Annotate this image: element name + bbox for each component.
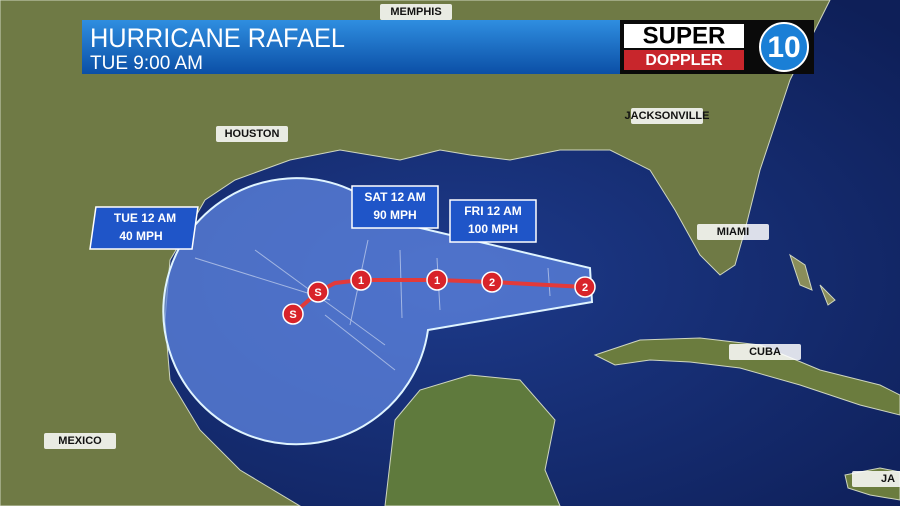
header: HURRICANE RAFAEL TUE 9:00 AM SUPER DOPPL…	[82, 20, 814, 74]
box-time: SAT 12 AM	[364, 190, 425, 204]
storm-icon	[481, 271, 503, 293]
forecast-box: SAT 12 AM 90 MPH	[351, 185, 439, 229]
city-label: JA	[881, 473, 895, 485]
storm-category: S	[314, 287, 321, 299]
forecast-box: TUE 12 AM 40 MPH	[89, 206, 199, 250]
logo-super: SUPER	[643, 22, 726, 49]
storm-category: S	[289, 309, 296, 321]
box-wind: 90 MPH	[373, 208, 416, 222]
storm-icon	[574, 276, 596, 298]
city-tag	[44, 433, 116, 449]
city-label: JACKSONVILLE	[625, 110, 710, 122]
logo-doppler: DOPPLER	[645, 52, 723, 69]
city-label: CUBA	[749, 346, 781, 358]
north-america	[0, 0, 831, 507]
city-label: MIAMI	[717, 226, 749, 238]
city-label: MEXICO	[58, 435, 102, 447]
city-label: HOUSTON	[225, 128, 280, 140]
city-tag	[631, 108, 703, 124]
box-time: FRI 12 AM	[464, 204, 522, 218]
title: HURRICANE RAFAEL	[90, 23, 345, 53]
title-bar	[82, 20, 620, 74]
storm-icon	[350, 269, 372, 291]
storm-icon	[426, 269, 448, 291]
forecast-labels: TUE 12 AM 40 MPH SAT 12 AM 90 MPH FRI 12…	[89, 185, 537, 250]
storm-icon	[282, 303, 304, 325]
track-markers: 2 2 1 1 S S	[282, 269, 596, 325]
city-tag	[697, 224, 769, 240]
box-wind: 40 MPH	[119, 229, 162, 243]
city-tag	[216, 126, 288, 142]
yucatan	[384, 374, 561, 507]
box-time: TUE 12 AM	[114, 211, 176, 225]
time: TUE 9:00 AM	[90, 53, 203, 74]
forecast-box: FRI 12 AM 100 MPH	[449, 199, 537, 243]
city-tag	[852, 471, 900, 487]
city-labels: MEMPHIS HOUSTON JACKSONVILLE MIAMI CUBA MEXIC…	[44, 4, 900, 487]
logo-channel: 10	[767, 31, 800, 64]
city-tag	[380, 4, 452, 20]
bahamas	[789, 253, 813, 291]
storm-category: 1	[434, 275, 440, 287]
storm-category: 1	[358, 275, 364, 287]
storm-category: 2	[489, 277, 495, 289]
storm-icon	[307, 281, 329, 303]
city-tag	[729, 344, 801, 360]
cuba-land	[593, 337, 900, 416]
bahamas	[819, 284, 836, 306]
storm-category: 2	[582, 282, 588, 294]
city-label: MEMPHIS	[390, 6, 441, 18]
forecast-cone	[162, 177, 594, 446]
box-wind: 100 MPH	[468, 222, 518, 236]
